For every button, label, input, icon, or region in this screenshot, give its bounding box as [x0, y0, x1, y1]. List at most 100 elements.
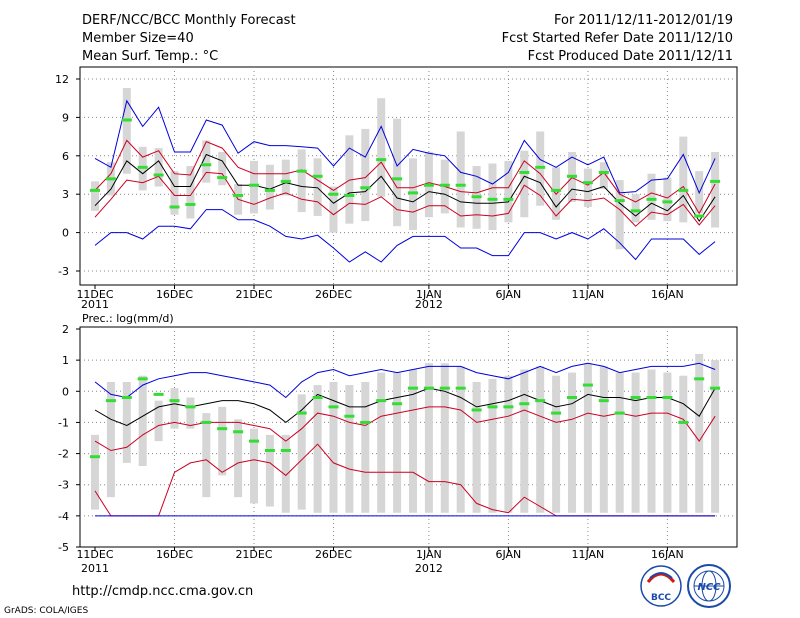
spread-box: [488, 378, 497, 513]
spread-box: [552, 375, 561, 513]
median-marker: [376, 399, 387, 403]
y-tick-label: -3: [58, 265, 69, 278]
spread-box: [583, 363, 592, 513]
median-marker: [169, 205, 180, 209]
y-tick-label: -3: [58, 479, 69, 492]
median-marker: [614, 199, 625, 203]
spread-box: [106, 381, 115, 498]
median-marker: [280, 179, 291, 183]
title-line-2: Member Size=40: [82, 31, 194, 46]
spread-box: [265, 434, 274, 507]
precip-panel-title: Prec.: log(mm/d): [82, 312, 174, 325]
spread-box: [599, 366, 608, 513]
series-line-max: [94, 362, 716, 399]
spread-box: [313, 158, 322, 216]
median-marker: [249, 183, 259, 187]
y-tick-label: 6: [62, 150, 69, 163]
spread-box: [345, 135, 354, 224]
spread-box: [583, 168, 592, 207]
spread-box: [409, 369, 417, 513]
median-marker: [439, 386, 450, 390]
median-marker: [360, 186, 371, 190]
median-marker: [423, 183, 434, 187]
y-tick-label: 0: [62, 385, 69, 398]
spread-box: [504, 160, 513, 223]
spread-box: [631, 194, 640, 223]
ncc-logo-text: NCC: [697, 582, 721, 593]
median-marker: [137, 165, 148, 169]
x-tick-label: 11DEC: [76, 548, 113, 561]
median-marker: [153, 392, 164, 396]
y-tick-label: 0: [62, 227, 69, 240]
median-marker: [264, 448, 275, 452]
spread-box: [297, 394, 306, 510]
spread-box: [679, 375, 688, 513]
spread-box: [377, 98, 386, 197]
median-marker: [487, 405, 498, 409]
spread-box: [663, 177, 672, 222]
spread-box: [711, 151, 720, 228]
median-marker: [646, 197, 657, 201]
spread-box: [615, 180, 624, 250]
median-marker: [455, 386, 466, 390]
spread-box: [647, 173, 656, 220]
spread-box: [329, 186, 338, 233]
median-marker: [201, 163, 212, 167]
spread-box: [186, 397, 195, 429]
median-marker: [710, 386, 721, 390]
median-marker: [598, 170, 609, 174]
plot-frame: [79, 326, 738, 548]
spread-box: [186, 166, 195, 219]
spread-box: [218, 151, 227, 186]
spread-box: [122, 87, 131, 174]
title-line-1: DERF/NCC/BCC Monthly Forecast: [82, 13, 296, 28]
median-marker: [662, 396, 673, 400]
x-tick-label: 16JAN: [651, 548, 684, 561]
median-marker: [630, 396, 641, 400]
spread-box: [679, 136, 688, 223]
median-marker: [392, 402, 403, 406]
spread-box: [345, 385, 354, 513]
plot-frame: [79, 66, 738, 286]
y-tick-label: -1: [58, 416, 69, 429]
median-marker: [217, 176, 228, 180]
median-marker: [503, 405, 514, 409]
median-marker: [582, 181, 593, 185]
spread-box: [631, 372, 640, 513]
spread-box: [456, 366, 465, 513]
spread-box: [122, 381, 131, 463]
x-tick-label: 26DEC: [315, 548, 352, 561]
median-marker: [439, 183, 450, 187]
median-marker: [551, 411, 562, 415]
start-refer-date: Fcst Started Refer Date 2011/12/10: [502, 31, 733, 46]
median-marker: [694, 377, 705, 381]
x-year-label: 2011: [81, 562, 109, 575]
median-marker: [519, 402, 530, 406]
y-tick-label: 1: [62, 354, 69, 367]
spread-box: [361, 381, 370, 513]
spread-box: [297, 149, 306, 213]
y-tick-label: 12: [55, 73, 69, 86]
spread-box: [265, 164, 274, 210]
x-tick-label: 11JAN: [571, 548, 604, 561]
spread-box: [154, 148, 163, 187]
median-marker: [217, 427, 228, 431]
spread-box: [424, 363, 433, 513]
x-year-label: 2011: [81, 298, 109, 311]
bcc-logo: BCC: [640, 565, 682, 607]
x-tick-label: 21DEC: [235, 288, 272, 301]
median-marker: [567, 174, 577, 178]
median-marker: [185, 405, 196, 409]
x-tick-label: 1JAN: [416, 288, 442, 301]
spread-box: [393, 372, 402, 513]
spread-box: [440, 363, 449, 513]
y-tick-label: -5: [58, 541, 69, 554]
median-marker: [280, 448, 291, 452]
median-marker: [137, 377, 148, 381]
series-line-q25: [94, 406, 716, 452]
spread-box: [91, 181, 99, 211]
x-tick-label: 16DEC: [156, 548, 193, 561]
source-url[interactable]: http://cmdp.ncc.cma.gov.cn: [72, 584, 253, 599]
